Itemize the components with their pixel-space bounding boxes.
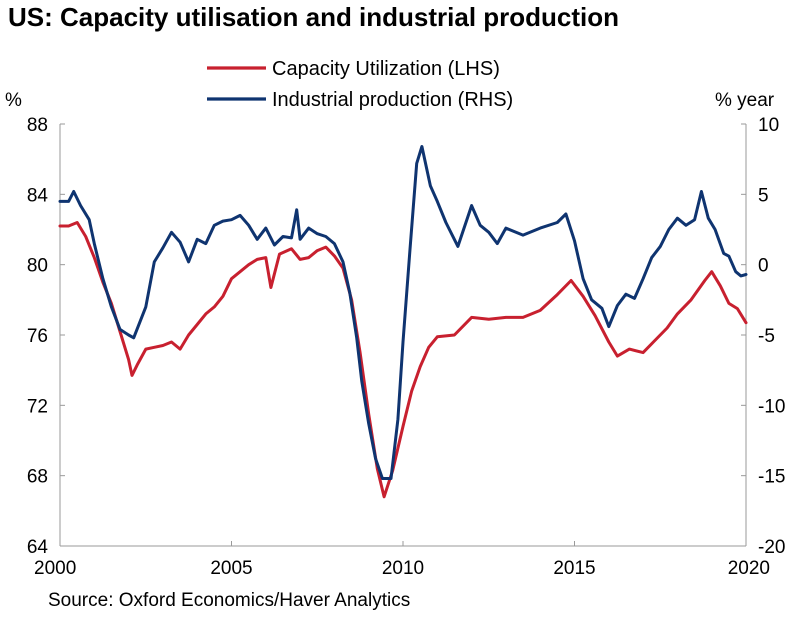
right-tick-label: 5 (758, 185, 769, 206)
right-tick-label: -20 (758, 537, 785, 558)
series-layer (58, 145, 748, 499)
left-tick-label: 64 (27, 537, 49, 558)
right-tick-label: 0 (758, 256, 769, 277)
industrial-production-line (58, 145, 748, 480)
left-axis-unit: % (5, 90, 22, 111)
right-tick-label: 10 (758, 115, 779, 136)
right-axis-ticks: -20 -15 -10 -5 0 5 10 (741, 115, 785, 558)
chart-title: US: Capacity utilisation and industrial … (8, 2, 620, 32)
left-tick-label: 68 (27, 467, 48, 488)
legend-label-capacity-utilization: Capacity Utilization (LHS) (272, 58, 500, 80)
x-tick-label: 2015 (553, 558, 595, 579)
x-axis-ticks: 2000 2005 2010 2015 2020 (34, 541, 770, 579)
left-tick-label: 76 (27, 326, 48, 347)
x-tick-label: 2020 (728, 558, 770, 579)
right-axis-unit: % year (715, 90, 775, 111)
right-tick-label: -10 (758, 396, 785, 417)
legend: Capacity Utilization (LHS) Industrial pr… (207, 58, 513, 111)
legend-label-industrial-production: Industrial production (RHS) (272, 89, 513, 111)
x-tick-label: 2005 (210, 558, 252, 579)
x-tick-label: 2000 (34, 558, 76, 579)
left-tick-label: 80 (27, 256, 48, 277)
left-tick-label: 88 (27, 115, 48, 136)
source-note: Source: Oxford Economics/Haver Analytics (48, 590, 411, 611)
left-axis-ticks: 64 68 72 76 80 84 88 (27, 115, 65, 558)
right-tick-label: -5 (758, 326, 775, 347)
x-tick-label: 2010 (382, 558, 424, 579)
left-tick-label: 72 (27, 396, 48, 417)
right-tick-label: -15 (758, 467, 785, 488)
left-tick-label: 84 (27, 185, 49, 206)
